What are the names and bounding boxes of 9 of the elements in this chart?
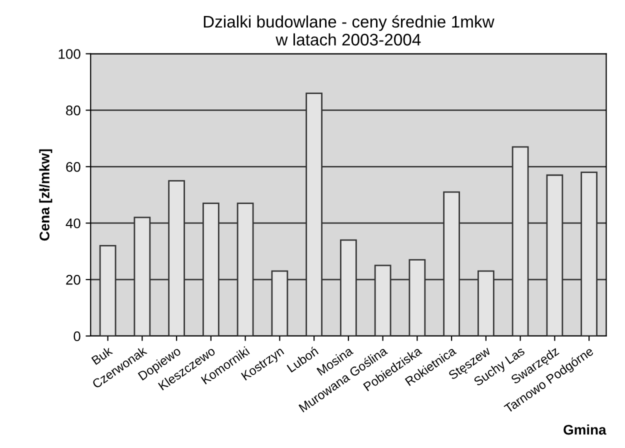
y-axis-title: Cena [zł/mkw] (39, 149, 52, 241)
y-tick-label: 100 (58, 49, 80, 59)
y-tick-label: 20 (66, 274, 80, 285)
y-tick-label: 80 (66, 106, 80, 116)
y-tick-label: 0 (74, 331, 80, 342)
x-axis-title: Gmina (564, 424, 606, 435)
y-tick-label: 40 (66, 218, 80, 228)
y-tick-label: 60 (66, 162, 80, 172)
chart-title: Dzialki budowlane - ceny średnie 1mkw w latach 2003-2004 (204, 15, 494, 46)
